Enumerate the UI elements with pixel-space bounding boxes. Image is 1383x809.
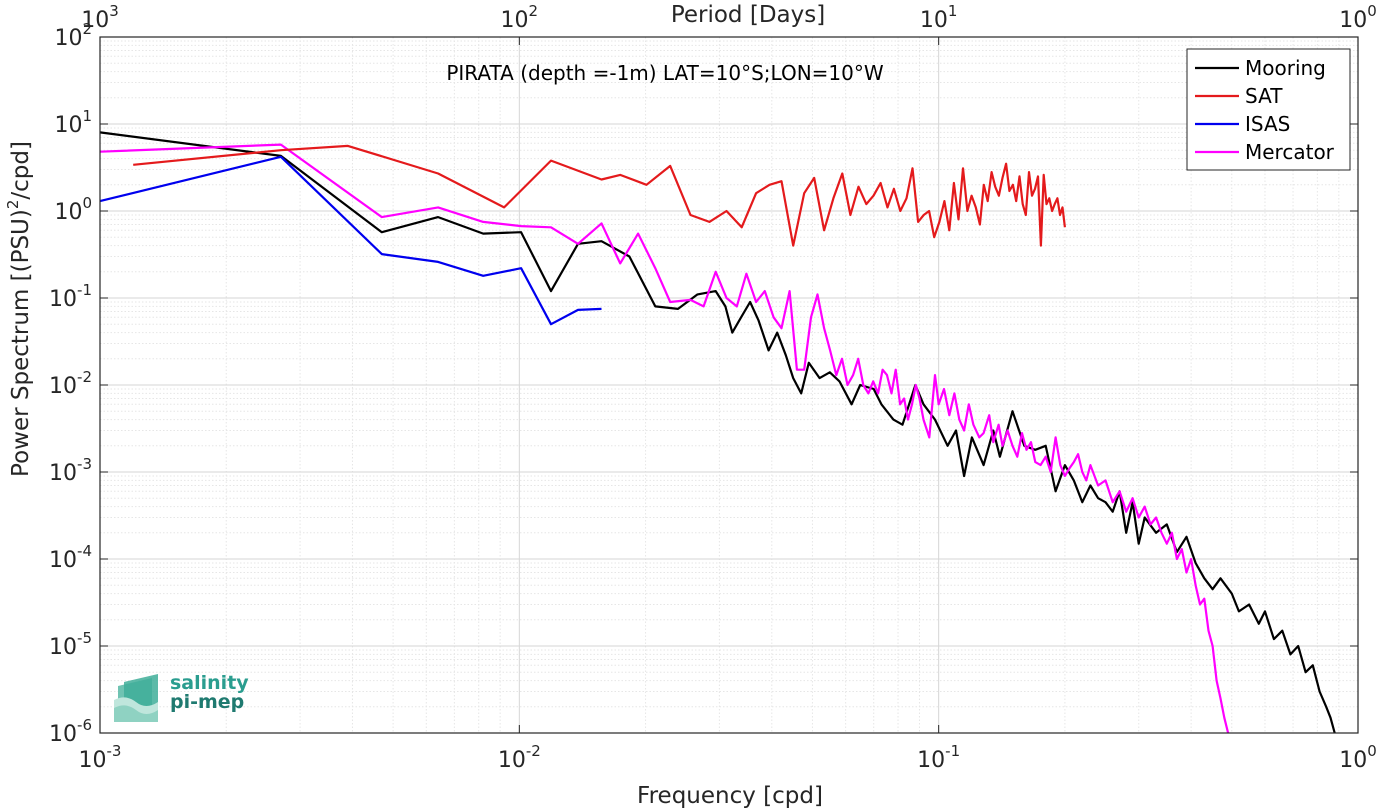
y-tick-label: 10-5 — [49, 629, 92, 660]
chart-title: PIRATA (depth =-1m) LAT=10°S;LON=10°W — [446, 61, 884, 85]
legend-label: Mooring — [1245, 56, 1326, 80]
y-axis-label-tail: /cpd] — [8, 141, 34, 200]
legend-label: Mercator — [1245, 140, 1335, 164]
y-tick-label: 102 — [54, 20, 92, 51]
series-lines — [99, 131, 1336, 734]
series-line-sat — [133, 144, 1066, 247]
logo-text: salinity pi-mep — [170, 674, 249, 712]
grid — [99, 37, 1358, 734]
legend-box — [1186, 48, 1351, 171]
top-tick-label: 101 — [920, 2, 958, 33]
top-tick-label: 103 — [81, 2, 119, 33]
logo-line-1: salinity — [170, 672, 249, 694]
x-axis-label: Frequency [cpd] — [637, 783, 823, 809]
series-line-isas — [99, 155, 602, 326]
y-tick-label: 10-2 — [49, 368, 92, 399]
top-tick-label: 100 — [1339, 2, 1377, 33]
series-line-mooring — [99, 131, 1336, 734]
y-tick-label: 100 — [54, 194, 92, 225]
x-tick-label: 10-3 — [79, 742, 122, 773]
top-axis-label: Period [Days] — [671, 2, 825, 28]
legend-label: ISAS — [1245, 112, 1290, 136]
y-axis-label-exp: 2 — [4, 200, 22, 210]
y-tick-label: 10-6 — [49, 716, 92, 747]
salinity-pi-mep-logo: salinity pi-mep — [112, 672, 252, 724]
y-axis-label: Power Spectrum [(PSU)2/cpd] — [4, 141, 34, 477]
x-tick-label: 10-2 — [498, 742, 541, 773]
x-tick-label: 100 — [1339, 742, 1377, 773]
x-tick-label: 10-1 — [917, 742, 960, 773]
y-tick-label: 10-4 — [49, 542, 92, 573]
logo-line-2: pi-mep — [170, 691, 245, 713]
y-tick-label: 101 — [54, 107, 92, 138]
y-tick-label: 10-3 — [49, 455, 92, 486]
y-tick-label: 10-1 — [49, 281, 92, 312]
top-tick-label: 102 — [501, 2, 539, 33]
logo-mark-icon — [114, 674, 158, 722]
y-axis-label-main: Power Spectrum [(PSU) — [8, 209, 34, 477]
legend: Mooring SAT ISAS Mercator — [1186, 48, 1351, 171]
legend-label: SAT — [1245, 84, 1283, 108]
series-line-mercator — [99, 143, 1230, 734]
